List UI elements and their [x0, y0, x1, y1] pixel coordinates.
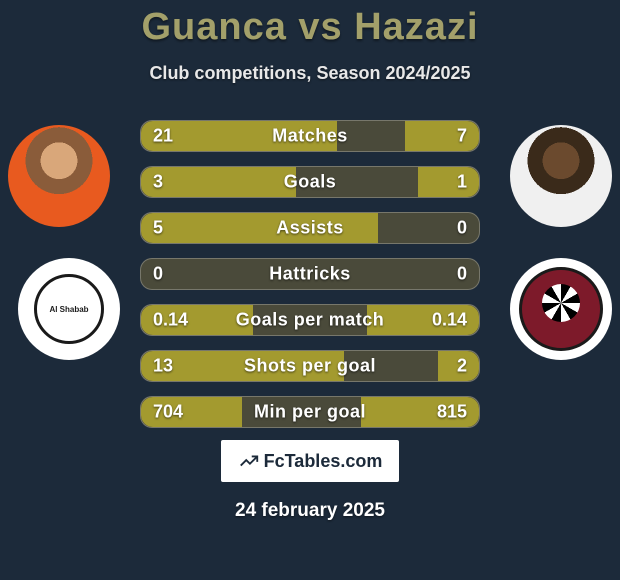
stat-label: Goals per match: [236, 310, 385, 331]
stat-right-value: 2: [457, 356, 467, 377]
stat-left-value: 13: [153, 356, 173, 377]
stat-label: Matches: [272, 126, 348, 147]
stat-right-value: 815: [437, 402, 467, 423]
stat-left-value: 5: [153, 218, 163, 239]
stat-left-value: 3: [153, 172, 163, 193]
stat-row: 0.14 Goals per match 0.14: [140, 304, 480, 336]
stat-row: 3 Goals 1: [140, 166, 480, 198]
stat-label: Goals: [284, 172, 337, 193]
stat-right-value: 1: [457, 172, 467, 193]
stat-label: Assists: [276, 218, 344, 239]
player-left-avatar: [8, 125, 110, 227]
stat-label: Shots per goal: [244, 356, 376, 377]
stat-row: 13 Shots per goal 2: [140, 350, 480, 382]
player-right-avatar: [510, 125, 612, 227]
date-text: 24 february 2025: [235, 500, 385, 522]
stat-left-value: 0: [153, 264, 163, 285]
branding-badge: FcTables.com: [221, 440, 399, 482]
bar-right: [418, 167, 479, 197]
stat-right-value: 0.14: [432, 310, 467, 331]
stat-row: 0 Hattricks 0: [140, 258, 480, 290]
stat-row: 21 Matches 7: [140, 120, 480, 152]
stat-label: Min per goal: [254, 402, 366, 423]
page-title: Guanca vs Hazazi: [0, 0, 620, 49]
stat-row: 704 Min per goal 815: [140, 396, 480, 428]
bar-left: [141, 167, 296, 197]
stat-right-value: 7: [457, 126, 467, 147]
chart-icon: [238, 450, 260, 472]
branding-text: FcTables.com: [264, 451, 383, 472]
stat-left-value: 0.14: [153, 310, 188, 331]
subtitle: Club competitions, Season 2024/2025: [0, 63, 620, 84]
stat-left-value: 21: [153, 126, 173, 147]
stat-right-value: 0: [457, 264, 467, 285]
club-right-logo: [510, 258, 612, 360]
stat-right-value: 0: [457, 218, 467, 239]
stat-label: Hattricks: [269, 264, 351, 285]
club-left-logo: Al Shabab: [18, 258, 120, 360]
stat-left-value: 704: [153, 402, 183, 423]
stats-panel: 21 Matches 7 3 Goals 1 5 Assists 0 0 Hat…: [140, 120, 480, 442]
stat-row: 5 Assists 0: [140, 212, 480, 244]
club-right-inner: [519, 267, 603, 351]
bar-right: [405, 121, 479, 151]
club-left-label: Al Shabab: [34, 274, 104, 344]
